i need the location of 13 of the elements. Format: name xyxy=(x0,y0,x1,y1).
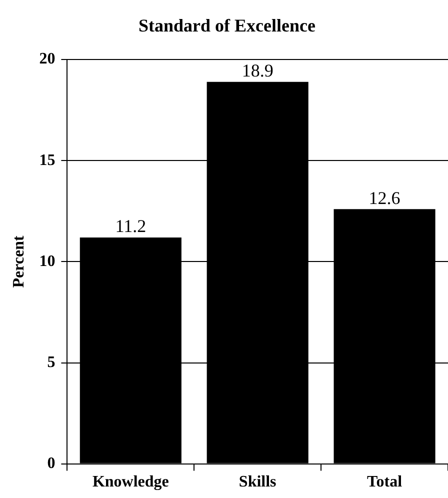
y-tick-label: 20 xyxy=(39,50,56,68)
data-label: 11.2 xyxy=(115,216,146,236)
data-label: 18.9 xyxy=(242,60,274,81)
y-axis-title: Percent xyxy=(10,234,28,288)
y-tick-label: 15 xyxy=(39,152,56,169)
x-tick-label: Total xyxy=(367,474,403,491)
y-tick-label: 10 xyxy=(39,252,56,270)
x-tick-label: Knowledge xyxy=(92,474,169,491)
data-label: 12.6 xyxy=(368,188,400,208)
y-tick-label: 0 xyxy=(47,454,56,472)
y-tick-label: 5 xyxy=(47,354,56,371)
chart-title: Standard of Excellence xyxy=(138,15,316,36)
x-tick-label: Skills xyxy=(238,474,276,491)
